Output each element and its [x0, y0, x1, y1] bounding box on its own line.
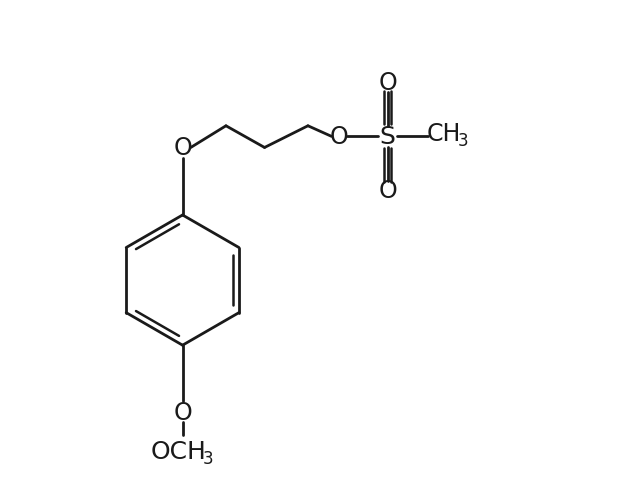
- Text: S: S: [380, 125, 396, 149]
- Text: 3: 3: [458, 132, 468, 150]
- Text: O: O: [173, 136, 192, 160]
- Text: O: O: [378, 71, 397, 95]
- Text: O: O: [173, 400, 192, 424]
- Text: OCH: OCH: [151, 439, 207, 463]
- Text: O: O: [378, 179, 397, 203]
- Text: CH: CH: [427, 122, 461, 146]
- Text: 3: 3: [202, 449, 213, 467]
- Text: O: O: [330, 125, 349, 149]
